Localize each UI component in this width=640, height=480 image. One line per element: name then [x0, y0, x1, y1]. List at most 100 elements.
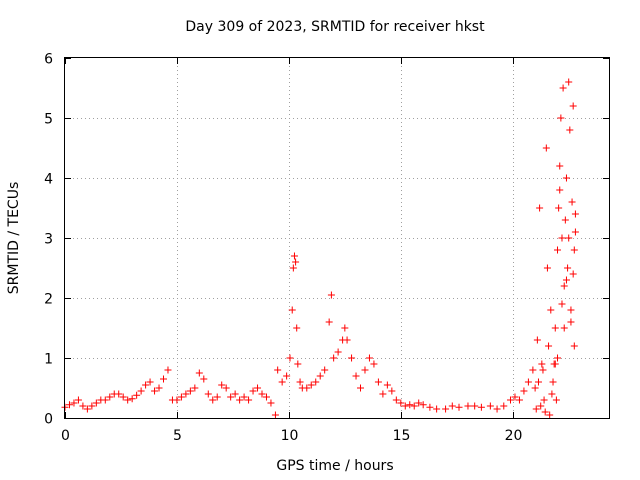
- data-point: [195, 369, 203, 377]
- data-point: [286, 354, 294, 362]
- data-point: [551, 324, 559, 332]
- data-point: [448, 402, 456, 410]
- data-point: [70, 399, 78, 407]
- data-point: [569, 270, 577, 278]
- y-tick-label: 5: [44, 112, 53, 128]
- data-point: [564, 264, 572, 272]
- y-tick-label: 0: [44, 412, 53, 428]
- data-point: [293, 324, 301, 332]
- data-point: [532, 405, 540, 413]
- data-point: [556, 162, 564, 170]
- data-point: [74, 396, 82, 404]
- data-points: [61, 78, 579, 419]
- data-point: [222, 384, 230, 392]
- data-point: [560, 282, 568, 290]
- data-point: [433, 405, 441, 413]
- data-point: [542, 144, 550, 152]
- data-point: [327, 291, 335, 299]
- data-point: [177, 393, 185, 401]
- data-point: [115, 390, 123, 398]
- data-point: [556, 186, 564, 194]
- data-point: [236, 396, 244, 404]
- data-point: [569, 102, 577, 110]
- data-point: [106, 393, 114, 401]
- data-point: [142, 381, 150, 389]
- data-point: [541, 408, 549, 416]
- data-point: [288, 306, 296, 314]
- data-point: [524, 378, 532, 386]
- data-point: [348, 354, 356, 362]
- data-point: [357, 384, 365, 392]
- y-axis-label: SRMTID / TECUs: [6, 182, 22, 295]
- data-point: [245, 396, 253, 404]
- y-tick-label: 1: [44, 352, 53, 368]
- data-point: [191, 384, 199, 392]
- data-point: [493, 405, 501, 413]
- data-point: [562, 174, 570, 182]
- data-point: [204, 390, 212, 398]
- data-point: [271, 411, 279, 419]
- data-point: [392, 396, 400, 404]
- data-point: [570, 342, 578, 350]
- data-point: [101, 396, 109, 404]
- tick-labels: 0 5 10 15 20 0 1 2 3 4 5 6: [44, 52, 522, 445]
- x-tick-label: 20: [505, 428, 523, 444]
- data-point: [182, 390, 190, 398]
- x-axis-label: GPS time / hours: [276, 458, 393, 474]
- data-point: [213, 393, 221, 401]
- data-point: [546, 411, 554, 419]
- y-tick-label: 6: [44, 52, 53, 68]
- data-point: [173, 396, 181, 404]
- data-point: [464, 402, 472, 410]
- data-point: [568, 198, 576, 206]
- data-point: [352, 372, 360, 380]
- y-tick-label: 2: [44, 292, 53, 308]
- data-point: [559, 84, 567, 92]
- data-point: [92, 399, 100, 407]
- data-point: [570, 246, 578, 254]
- data-point: [79, 402, 87, 410]
- data-point: [388, 387, 396, 395]
- x-tick-label: 10: [281, 428, 299, 444]
- data-point: [325, 318, 333, 326]
- data-point: [200, 375, 208, 383]
- chart-title: Day 309 of 2023, SRMTID for receiver hks…: [185, 19, 485, 35]
- data-point: [548, 390, 556, 398]
- data-point: [442, 405, 450, 413]
- data-point: [397, 399, 405, 407]
- data-point: [543, 264, 551, 272]
- data-point: [294, 360, 302, 368]
- data-point: [296, 378, 304, 386]
- data-point: [533, 336, 541, 344]
- data-point: [303, 384, 311, 392]
- data-point: [65, 401, 73, 409]
- data-point: [500, 402, 508, 410]
- data-point: [566, 126, 574, 134]
- data-point: [164, 366, 172, 374]
- data-point: [549, 378, 557, 386]
- data-point: [426, 403, 434, 411]
- x-tick-label: 0: [61, 428, 70, 444]
- data-point: [146, 378, 154, 386]
- data-point: [119, 393, 127, 401]
- data-point: [419, 401, 427, 409]
- data-point: [341, 324, 349, 332]
- data-point: [561, 216, 569, 224]
- data-point: [274, 366, 282, 374]
- data-point: [539, 366, 547, 374]
- data-point: [547, 306, 555, 314]
- data-point: [558, 300, 566, 308]
- data-point: [343, 336, 351, 344]
- data-point: [552, 396, 560, 404]
- data-point: [415, 399, 423, 407]
- data-point: [155, 384, 163, 392]
- data-point: [538, 360, 546, 368]
- data-point: [567, 306, 575, 314]
- data-point: [128, 395, 136, 403]
- data-point: [218, 381, 226, 389]
- data-point: [471, 402, 479, 410]
- data-point: [258, 390, 266, 398]
- data-point: [283, 372, 291, 380]
